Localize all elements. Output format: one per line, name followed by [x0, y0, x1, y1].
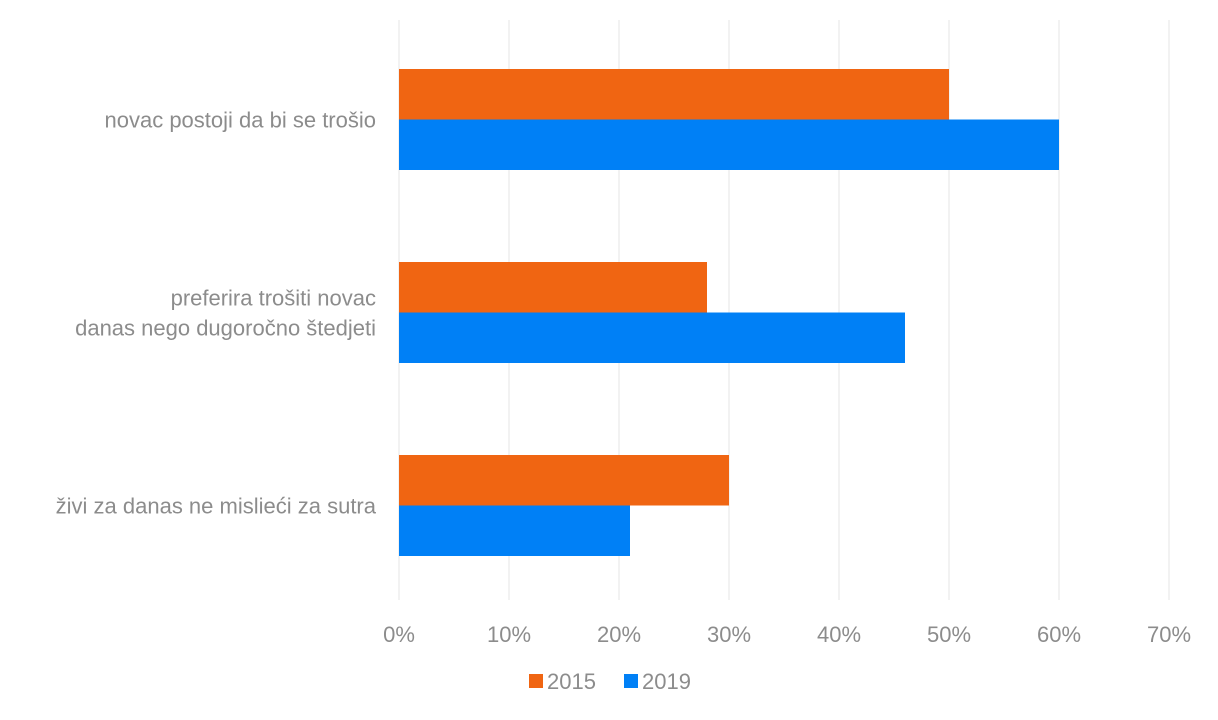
- bar-2015: [399, 69, 949, 120]
- category-label: novac postoji da bi se trošio: [105, 108, 377, 133]
- x-tick-label: 40%: [817, 622, 861, 647]
- x-tick-label: 60%: [1037, 622, 1081, 647]
- bar-2019: [399, 119, 1059, 170]
- x-tick-label: 20%: [597, 622, 641, 647]
- legend-label: 2015: [547, 669, 596, 694]
- category-label: preferira trošiti novac: [171, 286, 376, 311]
- bar-2015: [399, 262, 707, 313]
- x-tick-label: 10%: [487, 622, 531, 647]
- bar-2019: [399, 312, 905, 363]
- x-tick-label: 0%: [383, 622, 415, 647]
- legend-swatch-2015: [529, 674, 543, 688]
- category-label: živi za danas ne mislieći za sutra: [56, 494, 377, 519]
- legend-swatch-2019: [624, 674, 638, 688]
- bar-2015: [399, 455, 729, 506]
- x-tick-label: 30%: [707, 622, 751, 647]
- category-label: danas nego dugoročno štedjeti: [75, 316, 376, 341]
- x-tick-label: 70%: [1147, 622, 1191, 647]
- bar-2019: [399, 505, 630, 556]
- legend-label: 2019: [642, 669, 691, 694]
- x-tick-label: 50%: [927, 622, 971, 647]
